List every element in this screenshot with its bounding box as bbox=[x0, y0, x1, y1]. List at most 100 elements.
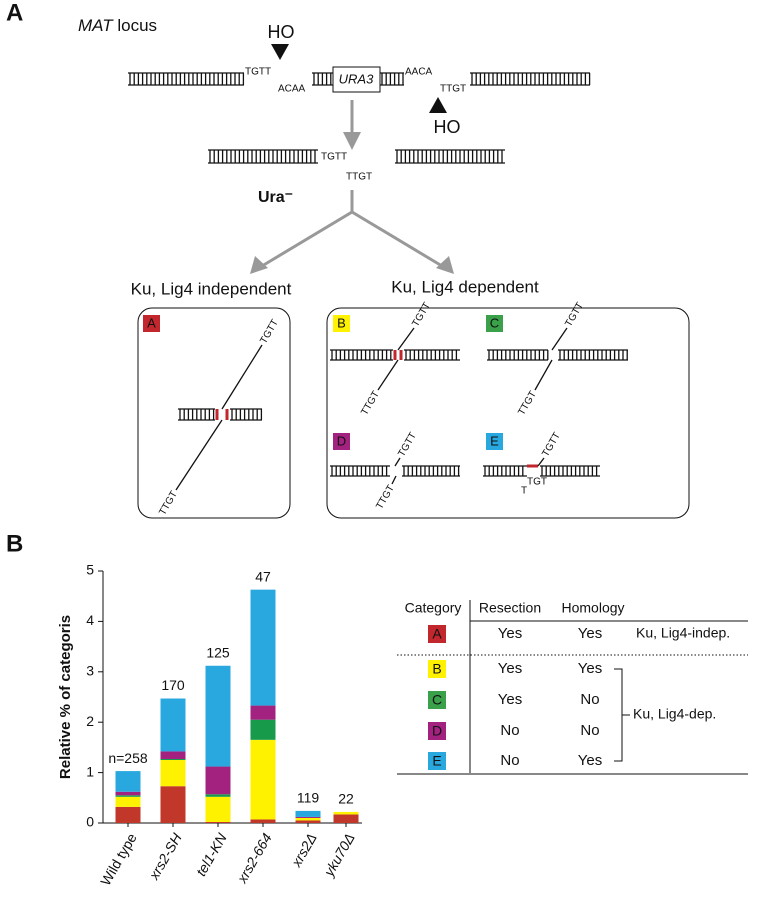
dna-ladder bbox=[404, 349, 460, 361]
category-tag-label: E bbox=[432, 753, 441, 769]
ura3-box bbox=[332, 66, 381, 93]
ura-minus: Ura⁻ bbox=[258, 189, 293, 206]
ho-label: HO bbox=[268, 22, 295, 42]
overhang: AACA bbox=[405, 67, 433, 78]
category-tag-label: D bbox=[337, 433, 346, 448]
mat-label: MAT locus bbox=[78, 16, 157, 35]
category-tag bbox=[428, 752, 446, 770]
strand bbox=[397, 327, 415, 351]
overhang: TTGT bbox=[346, 172, 372, 183]
category-tag bbox=[428, 722, 446, 740]
overhang: TTGT bbox=[157, 489, 180, 517]
category-tag-label: B bbox=[432, 661, 441, 677]
y-tick-label: 0 bbox=[86, 814, 94, 830]
bar-segment bbox=[115, 795, 141, 797]
strand bbox=[377, 359, 399, 391]
category-tag-label: A bbox=[432, 626, 442, 642]
arrow-head bbox=[436, 256, 454, 274]
bar-segment bbox=[250, 739, 276, 820]
group-label: Ku, Lig4-indep. bbox=[636, 625, 730, 641]
ura3: URA3 bbox=[339, 71, 374, 86]
bar-segment bbox=[295, 816, 321, 818]
table-cell: Yes bbox=[578, 660, 602, 677]
bar-segment bbox=[333, 814, 359, 823]
strand bbox=[394, 457, 401, 467]
table-cell: Yes bbox=[498, 691, 522, 708]
category-tag bbox=[428, 691, 446, 709]
category-tag-label: E bbox=[490, 433, 499, 448]
y-tick-label: 1 bbox=[86, 763, 94, 779]
bar-segment bbox=[205, 796, 231, 822]
dna-ladder bbox=[487, 349, 549, 361]
y-tick-label: 2 bbox=[86, 713, 94, 729]
overhang: TGTT bbox=[396, 431, 419, 459]
dna-ladder bbox=[178, 408, 215, 421]
overhang: T bbox=[521, 486, 527, 497]
dna-ladder bbox=[128, 72, 245, 86]
category-tag bbox=[428, 660, 446, 678]
bar-segment bbox=[250, 719, 276, 740]
table-cell: No bbox=[500, 752, 519, 769]
x-tick-label: yku70Δ bbox=[320, 830, 358, 879]
overhang: TTGT bbox=[359, 389, 382, 417]
strand bbox=[534, 359, 553, 391]
mat: MAT bbox=[78, 16, 114, 35]
dna-ladder bbox=[395, 149, 505, 164]
bar-segment bbox=[115, 796, 141, 807]
group-title: Ku, Lig4 dependent bbox=[391, 277, 539, 296]
x-tick-label: tel1-KN bbox=[193, 830, 231, 879]
bar-segment bbox=[115, 806, 141, 823]
overhang: TGTT bbox=[258, 318, 281, 346]
dna-ladder bbox=[380, 72, 404, 86]
overhang: TTGT bbox=[440, 84, 466, 95]
category-tag bbox=[486, 315, 503, 332]
table-cell: Yes bbox=[498, 660, 522, 677]
category-tag bbox=[333, 315, 350, 332]
category-table: Category Resection Homology A Yes Yes B Yes Yes C… bbox=[397, 600, 748, 775]
count-label: 170 bbox=[161, 677, 185, 693]
bar-segment bbox=[295, 817, 321, 821]
dna-ladder bbox=[402, 465, 460, 477]
x-tick-label: xrs2Δ bbox=[288, 830, 320, 870]
ho-label: HO bbox=[434, 117, 461, 137]
category-tag-label: D bbox=[432, 723, 442, 739]
locus: locus bbox=[117, 16, 157, 35]
table-cell: Yes bbox=[498, 625, 522, 642]
category-tag bbox=[333, 433, 350, 450]
bar-segment bbox=[295, 820, 321, 823]
strand bbox=[221, 344, 263, 410]
bar-segment bbox=[160, 698, 186, 752]
dna-ladder bbox=[330, 349, 393, 361]
overhang: TGTT bbox=[563, 301, 586, 329]
bar-segment bbox=[250, 705, 276, 720]
bar-segment bbox=[160, 751, 186, 759]
y-tick-label: 4 bbox=[86, 612, 94, 628]
count-label: 22 bbox=[338, 791, 354, 807]
overhang: TTGT bbox=[374, 483, 397, 511]
overhang: TGTT bbox=[245, 67, 271, 78]
bar-segment bbox=[205, 665, 231, 767]
dna-ladder bbox=[208, 149, 318, 164]
table-cell: Yes bbox=[578, 625, 602, 642]
dna-ladder bbox=[230, 408, 263, 421]
count-label: 125 bbox=[206, 644, 230, 660]
bar-segment bbox=[205, 821, 231, 823]
strand bbox=[175, 419, 223, 491]
x-tick-label: xrs2-664 bbox=[233, 830, 275, 886]
bar-segment bbox=[333, 811, 359, 815]
count-label: 119 bbox=[297, 790, 320, 806]
dna-ladder bbox=[540, 465, 600, 477]
strand bbox=[537, 457, 545, 467]
category-tag bbox=[428, 625, 446, 643]
table-cell: No bbox=[580, 722, 599, 739]
overhang: ACAA bbox=[278, 84, 306, 95]
table-cell: Yes bbox=[578, 752, 602, 769]
bracket bbox=[614, 668, 623, 762]
table-header: Homology bbox=[561, 600, 624, 616]
category-tag-label: B bbox=[337, 315, 346, 330]
bar-segment bbox=[250, 589, 276, 706]
x-tick-label: xrs2-SH bbox=[145, 830, 185, 883]
ho-arrow bbox=[271, 44, 289, 60]
category-tag bbox=[143, 315, 160, 332]
y-tick-label: 5 bbox=[86, 562, 94, 578]
